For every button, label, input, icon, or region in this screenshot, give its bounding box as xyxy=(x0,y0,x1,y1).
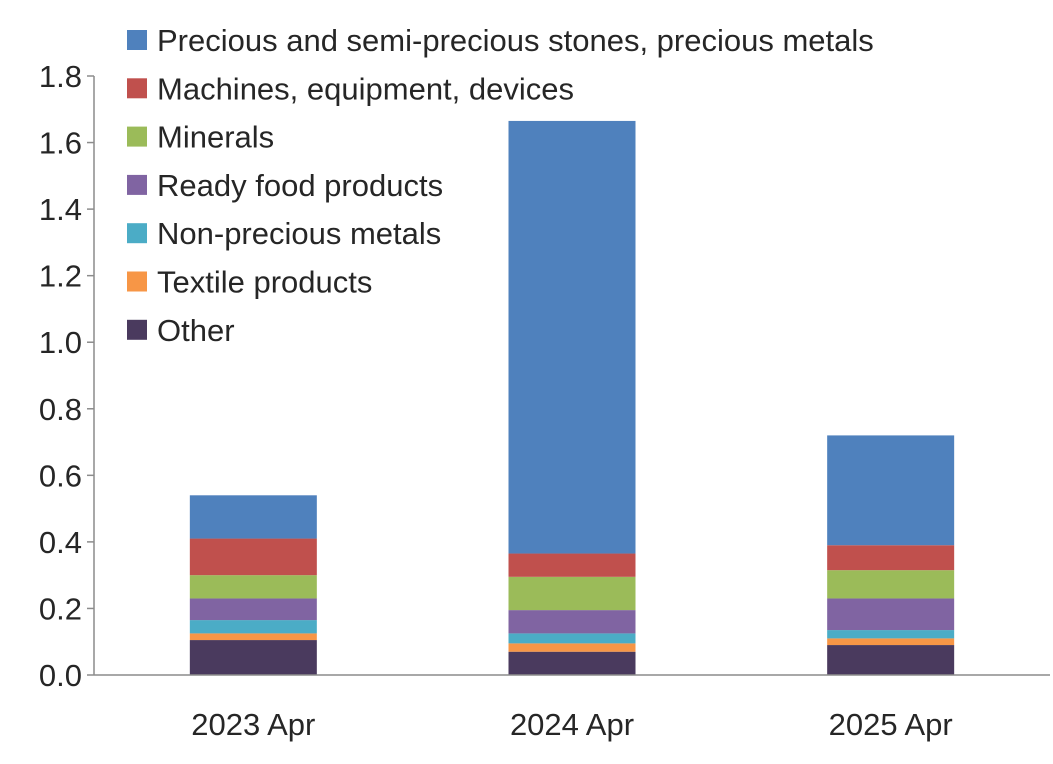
y-tick-label: 1.2 xyxy=(39,259,82,294)
bar-segment-non-precious-metals-2023-apr xyxy=(189,620,317,634)
bar-segment-minerals-2024-apr xyxy=(508,576,636,611)
bar-segment-textile-products-2024-apr xyxy=(508,643,636,652)
legend-item-other: Other xyxy=(127,313,235,348)
legend-item-textile-products: Textile products xyxy=(127,265,372,300)
axes-layer: 2023 Apr 2024 Apr 2025 Apr 0.0 0.2 0.4 0.6 0.8 1… xyxy=(39,59,1050,742)
x-tick-label: 2025 Apr xyxy=(829,707,953,742)
bar-segment-textile-products-2023-apr xyxy=(189,633,317,641)
bar-segment-precious-and-semi-precious-stones-precious-metals-2023-apr xyxy=(189,495,317,539)
legend-item-ready-food-products: Ready food products xyxy=(127,168,443,203)
bar-segment-textile-products-2025-apr xyxy=(827,638,955,646)
bars-layer xyxy=(189,120,955,675)
legend-label: Ready food products xyxy=(157,168,443,203)
bar-segment-non-precious-metals-2024-apr xyxy=(508,633,636,644)
bar-segment-machines-equipment-devices-2025-apr xyxy=(827,545,955,571)
bar-segment-ready-food-products-2024-apr xyxy=(508,610,636,634)
bar-segment-machines-equipment-devices-2023-apr xyxy=(189,538,317,576)
bar-segment-other-2025-apr xyxy=(827,645,955,675)
legend-swatch xyxy=(127,271,147,292)
legend-swatch xyxy=(127,78,147,99)
legend-swatch xyxy=(127,223,147,244)
bar-segment-minerals-2025-apr xyxy=(827,570,955,599)
legend-item-precious-and-semi-precious-stones-precious-metals: Precious and semi-precious stones, preci… xyxy=(127,23,874,58)
bar-segment-other-2023-apr xyxy=(189,640,317,675)
bar-segment-precious-and-semi-precious-stones-precious-metals-2024-apr xyxy=(508,120,636,554)
legend-label: Machines, equipment, devices xyxy=(157,71,574,106)
bar-segment-precious-and-semi-precious-stones-precious-metals-2025-apr xyxy=(827,435,955,546)
legend-swatch xyxy=(127,319,147,340)
bar-segment-machines-equipment-devices-2024-apr xyxy=(508,553,636,577)
bar-segment-ready-food-products-2025-apr xyxy=(827,598,955,631)
y-tick-label: 1.8 xyxy=(39,59,82,94)
x-tick-label: 2023 Apr xyxy=(191,707,315,742)
bar-segment-other-2024-apr xyxy=(508,651,636,675)
y-tick-label: 0.0 xyxy=(39,658,82,693)
y-tick-label: 1.6 xyxy=(39,126,82,161)
legend-item-machines-equipment-devices: Machines, equipment, devices xyxy=(127,71,574,106)
y-tick-label: 1.0 xyxy=(39,325,82,360)
y-tick-label: 0.6 xyxy=(39,458,82,493)
legend-swatch xyxy=(127,174,147,195)
legend-label: Textile products xyxy=(157,265,372,300)
legend-item-non-precious-metals: Non-precious metals xyxy=(127,216,441,251)
legend-label: Non-precious metals xyxy=(157,216,441,251)
legend-label: Precious and semi-precious stones, preci… xyxy=(157,23,874,58)
bar-segment-minerals-2023-apr xyxy=(189,575,317,599)
y-tick-label: 0.2 xyxy=(39,591,82,626)
bar-segment-ready-food-products-2023-apr xyxy=(189,598,317,621)
y-tick-label: 0.8 xyxy=(39,392,82,427)
legend-item-minerals: Minerals xyxy=(127,120,274,155)
legend-label: Minerals xyxy=(157,120,274,155)
x-tick-label: 2024 Apr xyxy=(510,707,634,742)
legend-swatch xyxy=(127,126,147,147)
y-tick-label: 0.4 xyxy=(39,525,82,560)
legend-swatch xyxy=(127,30,147,50)
legend-label: Other xyxy=(157,313,235,348)
legend: Precious and semi-precious stones, preci… xyxy=(127,23,874,348)
bar-segment-non-precious-metals-2025-apr xyxy=(827,630,955,639)
y-tick-label: 1.4 xyxy=(39,192,82,227)
